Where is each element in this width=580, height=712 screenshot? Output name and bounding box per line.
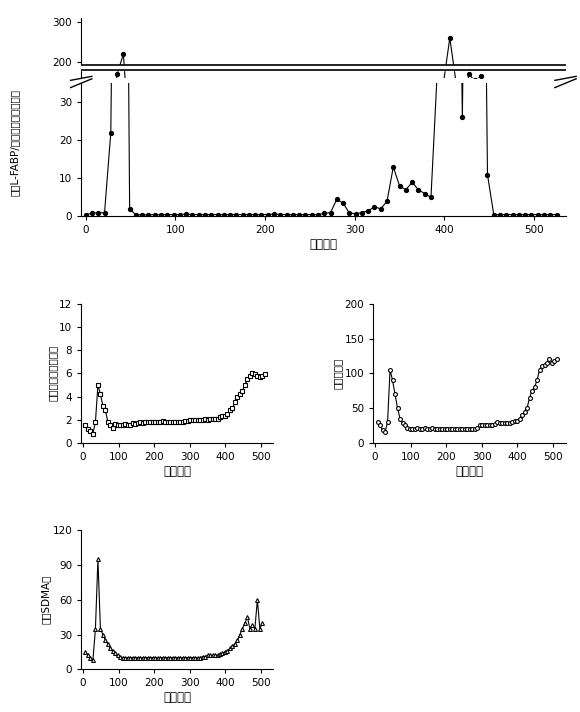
Y-axis label: 血清SDMA値: 血清SDMA値 [41,575,51,624]
Y-axis label: 尿素箒素値: 尿素箒素値 [333,357,343,389]
X-axis label: （日数）: （日数） [164,691,191,704]
X-axis label: （日数）: （日数） [164,465,191,478]
Text: 尿中L-FABP/クレアチニン補正値: 尿中L-FABP/クレアチニン補正値 [9,89,20,196]
Y-axis label: 血清クレアチニン値: 血清クレアチニン値 [48,345,57,402]
X-axis label: （日数）: （日数） [309,239,338,251]
X-axis label: （日数）: （日数） [455,465,483,478]
